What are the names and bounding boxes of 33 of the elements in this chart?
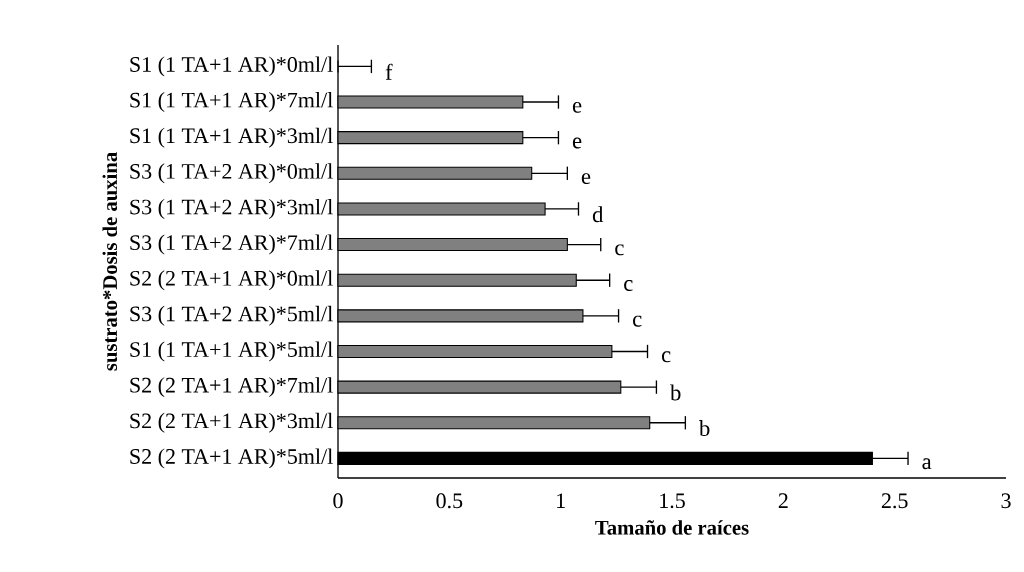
data-label: d	[592, 206, 604, 223]
data-label: c	[661, 351, 671, 363]
x-tick-label: 1	[557, 493, 565, 508]
y-tick-label: S3 (1 TA+2 AR)*0ml/l	[130, 163, 333, 184]
data-label: c	[633, 315, 642, 327]
data-label: b	[670, 384, 681, 401]
x-tick-label: 0	[333, 493, 343, 509]
y-tick-label: S3 (1 TA+2 AR)*3ml/l	[130, 198, 333, 219]
data-label: c	[615, 244, 624, 256]
y-tick-label: S3 (1 TA+2 AR)*5ml/l	[130, 305, 333, 326]
x-tick-label: 1.5	[660, 493, 685, 509]
data-label: b	[698, 420, 710, 437]
x-tick-label: 2	[778, 493, 788, 508]
y-tick-label: S3 (1 TA+2 AR)*7ml/l	[130, 234, 333, 255]
y-tick-label: S1 (1 TA+1 AR)*7ml/l	[130, 92, 333, 112]
y-axis-title: sustrato*Dosis de auxina	[102, 152, 118, 371]
data-label: c	[624, 280, 633, 291]
y-tick-label: S2 (2 TA+1 AR)*5ml/l	[130, 448, 333, 469]
x-tick-label: 3	[1001, 493, 1011, 509]
x-axis-title: Tamaño de raíces	[595, 520, 749, 535]
y-tick-label: S1 (1 TA+1 AR)*3ml/l	[130, 127, 333, 148]
data-label: a	[922, 458, 932, 470]
data-label: e	[572, 137, 582, 149]
data-label: f	[385, 63, 393, 80]
y-tick-label: S2 (2 TA+1 AR)*7ml/l	[130, 377, 333, 398]
y-tick-label: S1 (1 TA+1 AR)*0ml/l	[130, 56, 333, 77]
y-tick-label: S2 (2 TA+1 AR)*0ml/l	[130, 270, 333, 291]
x-tick-label: 2.5	[881, 493, 908, 509]
y-tick-label: S2 (2 TA+1 AR)*3ml/l	[130, 412, 333, 433]
y-tick-label: S1 (1 TA+1 AR)*5ml/l	[130, 341, 333, 362]
data-label: e	[581, 173, 591, 185]
data-label: e	[572, 101, 582, 113]
x-tick-label: 0.5	[436, 493, 463, 509]
